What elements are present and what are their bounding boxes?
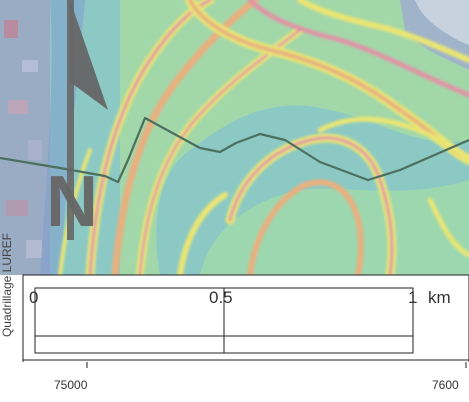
scale-label-mid: 0.5 — [209, 288, 233, 307]
x-tick-7600: 7600 — [432, 378, 459, 392]
scale-label-max: 1 — [408, 288, 418, 307]
route-line[interactable] — [0, 116, 469, 184]
north-arrow-icon: N — [46, 0, 108, 242]
scale-label-0: 0 — [29, 288, 39, 307]
x-tick-75000: 75000 — [54, 378, 88, 392]
north-letter: N — [46, 162, 98, 242]
grid-label: Quadrillage LUREF — [0, 232, 14, 338]
terrain-layer — [0, 0, 469, 275]
scale-bar — [34, 287, 414, 354]
scale-unit: km — [428, 288, 451, 307]
